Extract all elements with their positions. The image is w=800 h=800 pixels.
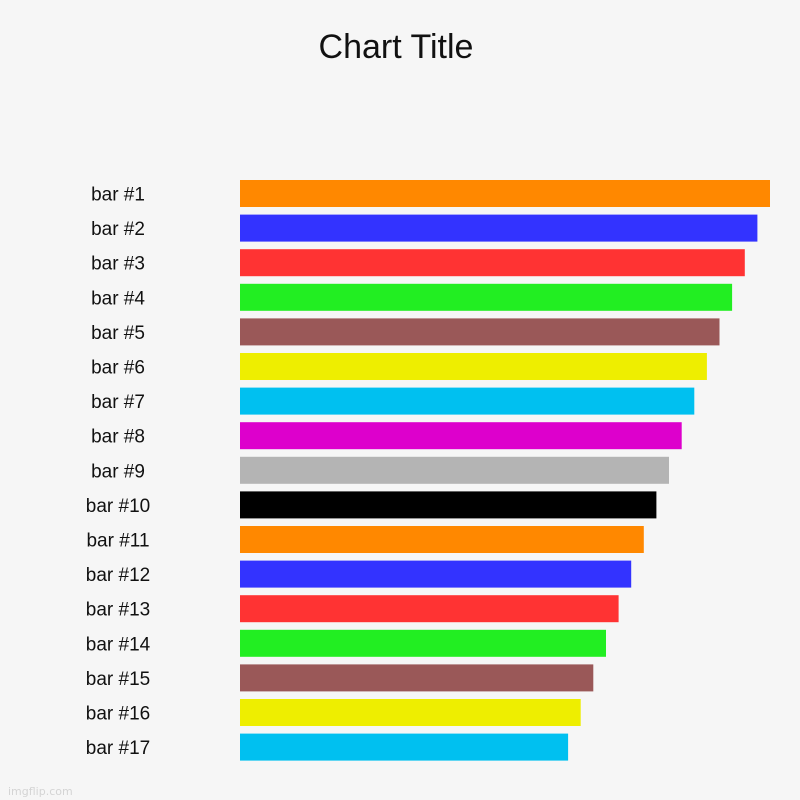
bar-6	[240, 353, 707, 380]
category-label-3: bar #3	[91, 254, 145, 275]
bar-15	[240, 664, 594, 692]
category-labels: bar #1 bar #2 bar #3 bar #4 bar #5 bar #6 bar …	[86, 185, 151, 760]
bar-5	[240, 318, 720, 346]
category-label-7: bar #7	[91, 392, 145, 413]
category-label-17: bar #17	[86, 738, 150, 759]
category-label-15: bar #15	[86, 669, 150, 690]
category-label-8: bar #8	[91, 427, 145, 448]
category-label-5: bar #5	[91, 323, 145, 344]
bar-17	[240, 733, 569, 761]
bar-9	[240, 456, 669, 484]
watermark: imgflip.com	[8, 785, 73, 798]
category-label-12: bar #12	[86, 565, 150, 586]
chart-title: Chart Title	[319, 28, 474, 66]
bar-11	[240, 526, 644, 553]
bars-group	[240, 180, 770, 761]
bar-1	[240, 180, 770, 207]
bar-16	[240, 699, 581, 726]
bar-2	[240, 214, 758, 242]
bar-13	[240, 595, 619, 623]
bar-14	[240, 629, 606, 657]
bar-12	[240, 560, 632, 588]
category-label-9: bar #9	[91, 461, 145, 482]
category-label-13: bar #13	[86, 600, 150, 621]
bar-3	[240, 249, 745, 277]
bar-7	[240, 387, 695, 415]
bar-10	[240, 491, 657, 519]
bar-8	[240, 422, 682, 450]
category-label-14: bar #14	[86, 634, 151, 655]
category-label-6: bar #6	[91, 358, 145, 379]
category-label-4: bar #4	[91, 288, 145, 309]
category-label-10: bar #10	[86, 496, 150, 517]
category-label-11: bar #11	[86, 531, 149, 552]
category-label-2: bar #2	[91, 219, 145, 240]
category-label-16: bar #16	[86, 704, 150, 725]
category-label-1: bar #1	[91, 185, 145, 206]
bar-4	[240, 283, 733, 311]
